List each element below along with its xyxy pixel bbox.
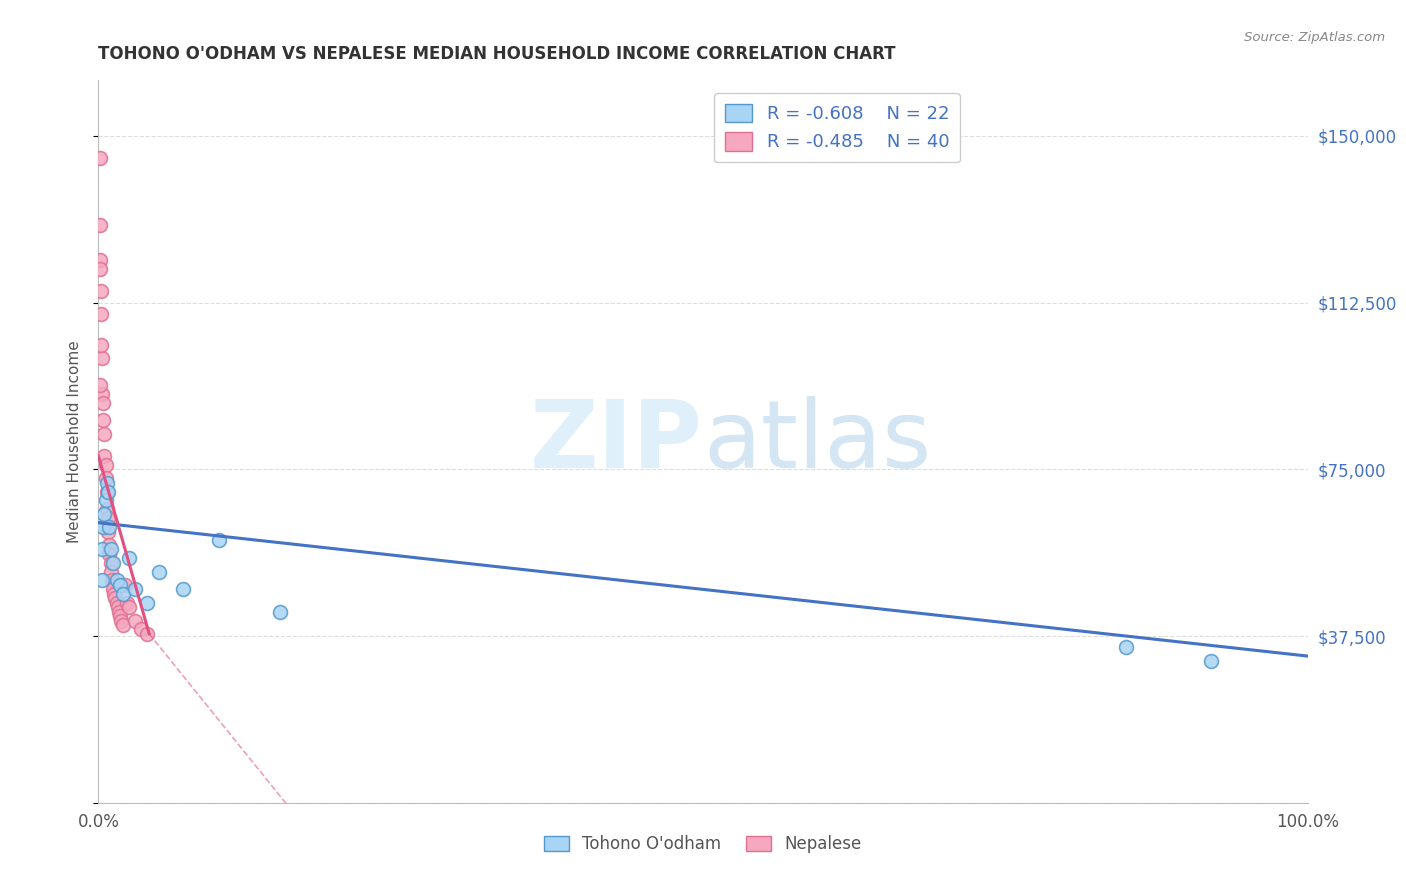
Point <box>100 565 122 579</box>
Point <box>96 484 118 499</box>
Point <box>89 253 111 268</box>
Point <box>94 471 117 485</box>
Point <box>96 502 118 516</box>
Point <box>117 596 139 610</box>
Point <box>93 507 115 521</box>
Point <box>98 547 121 561</box>
Point <box>97 484 120 499</box>
Point <box>111 618 134 632</box>
Y-axis label: Median Household Income: Median Household Income <box>67 340 83 543</box>
Text: atlas: atlas <box>703 395 931 488</box>
Point <box>91 574 114 588</box>
Point <box>108 609 131 624</box>
Point <box>148 565 170 579</box>
Point <box>269 605 291 619</box>
Point <box>96 475 118 490</box>
Point <box>110 614 132 628</box>
Point <box>114 578 136 592</box>
Point <box>101 582 124 597</box>
Point <box>1115 640 1137 655</box>
Point <box>94 493 117 508</box>
Point <box>89 151 111 165</box>
Point <box>208 533 231 548</box>
Point <box>97 524 120 539</box>
Point <box>1199 653 1222 667</box>
Point <box>103 587 125 601</box>
Point <box>91 386 114 401</box>
Point <box>135 627 157 641</box>
Point <box>90 307 112 321</box>
Point <box>135 596 157 610</box>
Point <box>107 600 129 615</box>
Point <box>91 542 114 557</box>
Point <box>100 574 122 588</box>
Point <box>98 538 121 552</box>
Point <box>89 377 111 392</box>
Point <box>91 413 114 427</box>
Point <box>104 591 127 606</box>
Point <box>105 574 128 588</box>
Text: TOHONO O'ODHAM VS NEPALESE MEDIAN HOUSEHOLD INCOME CORRELATION CHART: TOHONO O'ODHAM VS NEPALESE MEDIAN HOUSEH… <box>98 45 896 63</box>
Point <box>124 614 146 628</box>
Point <box>172 582 194 597</box>
Text: ZIP: ZIP <box>530 395 703 488</box>
Point <box>91 395 114 409</box>
Point <box>101 556 124 570</box>
Text: Source: ZipAtlas.com: Source: ZipAtlas.com <box>1244 31 1385 45</box>
Point <box>97 511 120 525</box>
Point <box>118 551 141 566</box>
Point <box>105 596 128 610</box>
Point <box>124 582 146 597</box>
Point <box>108 578 131 592</box>
Point <box>108 605 131 619</box>
Point <box>98 520 121 534</box>
Point <box>100 556 122 570</box>
Legend: Tohono O'odham, Nepalese: Tohono O'odham, Nepalese <box>537 828 869 860</box>
Point <box>89 262 111 277</box>
Point <box>118 600 141 615</box>
Point <box>111 587 134 601</box>
Point <box>93 449 115 463</box>
Point <box>91 520 114 534</box>
Point <box>91 351 114 366</box>
Point <box>100 542 122 557</box>
Point <box>90 285 112 299</box>
Point <box>90 338 112 352</box>
Point <box>94 458 117 472</box>
Point <box>129 623 152 637</box>
Point <box>93 426 115 441</box>
Point <box>89 218 111 232</box>
